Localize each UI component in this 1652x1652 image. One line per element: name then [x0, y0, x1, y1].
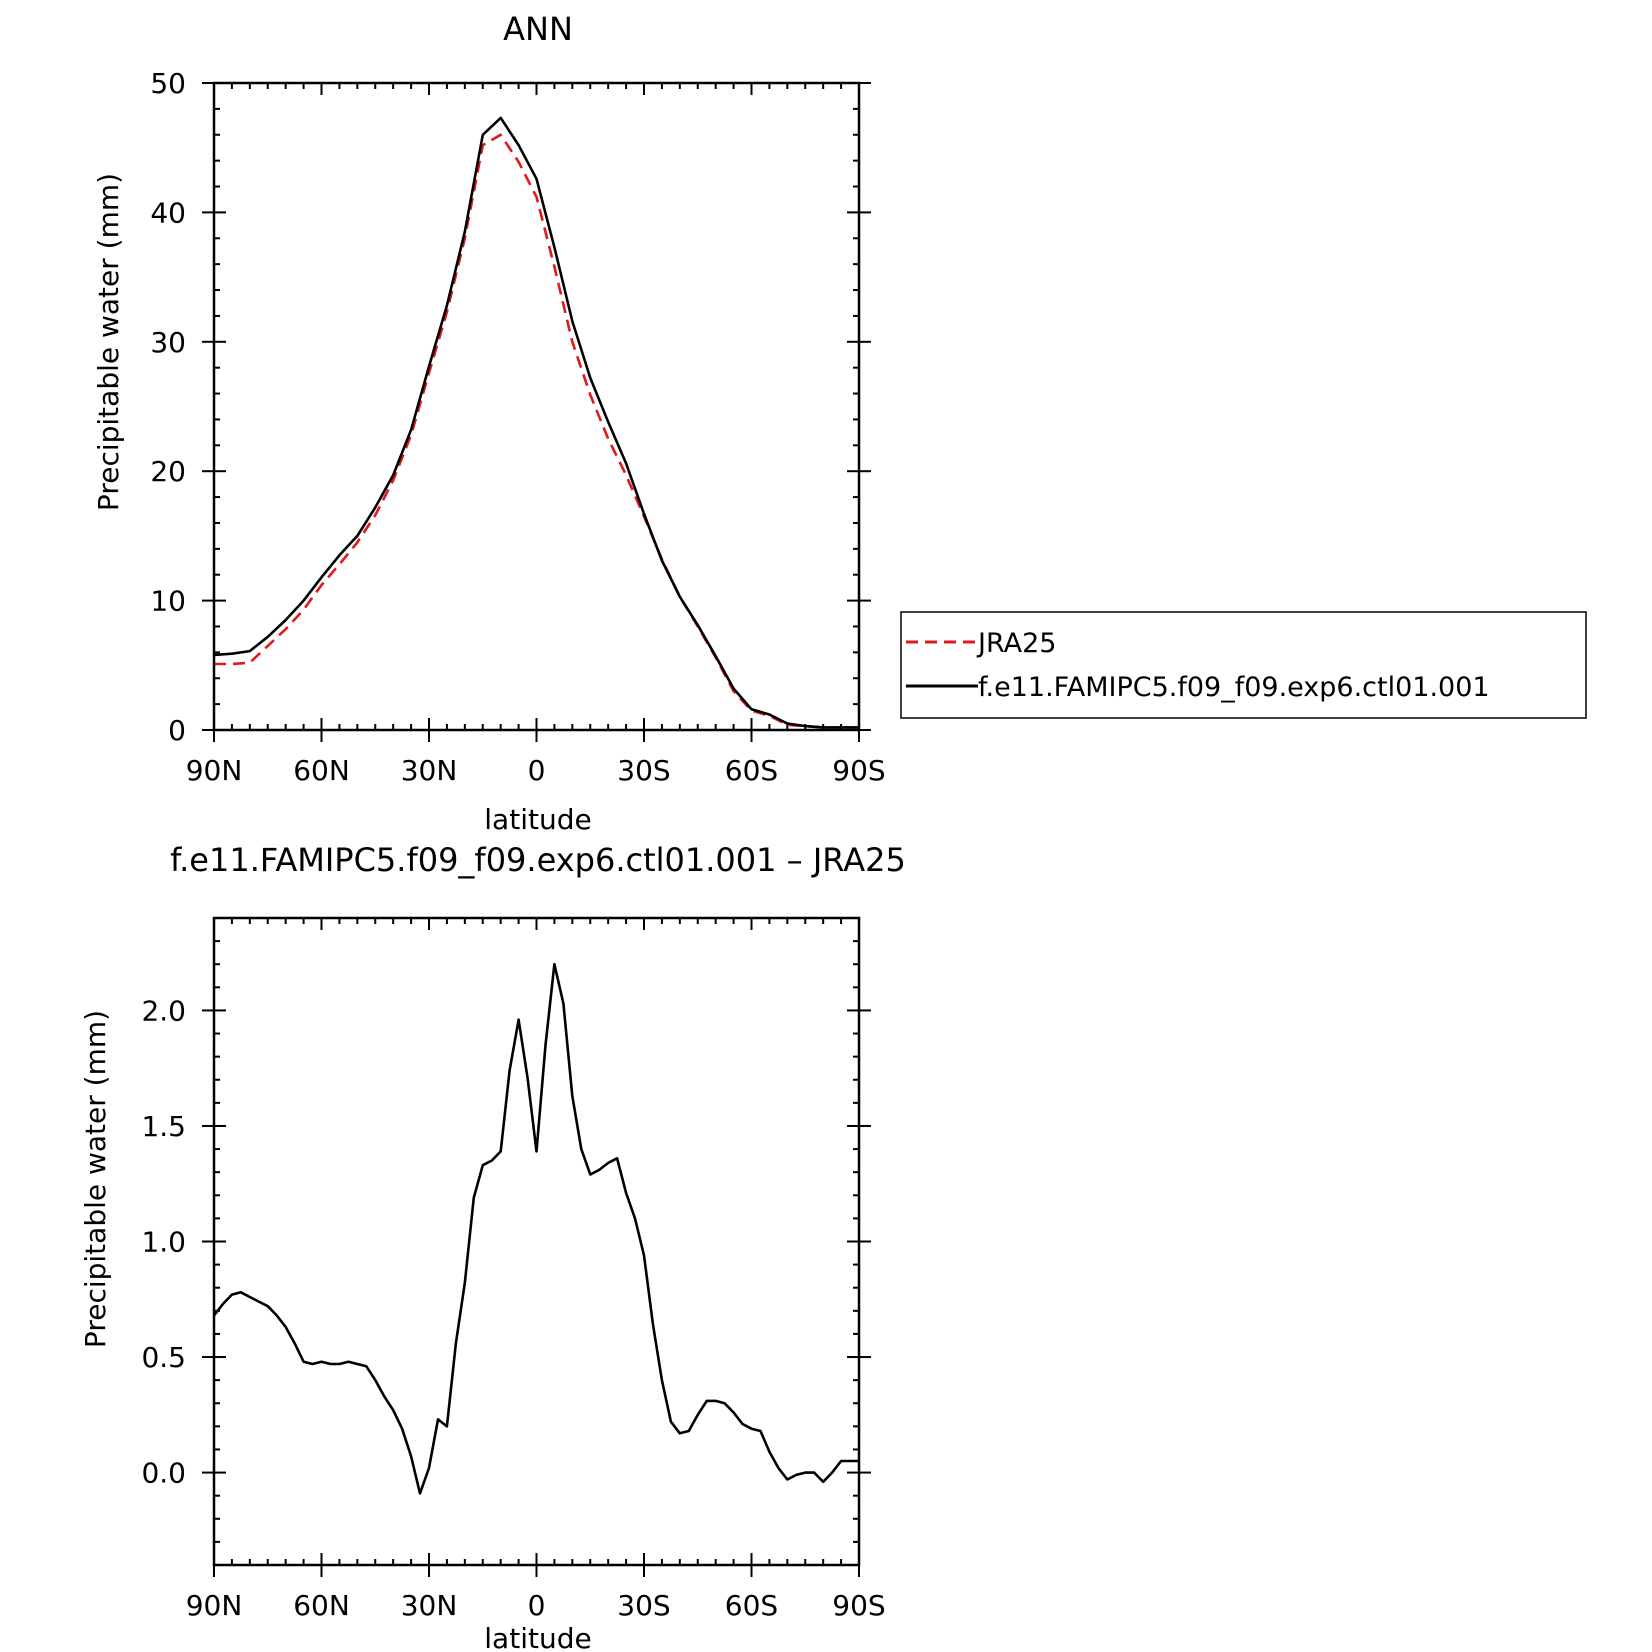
lower-series-line-0	[212, 962, 859, 1495]
upper-x-tick-label: 90S	[832, 754, 885, 787]
upper-y-tick-label: 20	[150, 455, 186, 488]
upper-x-tick-label: 60S	[725, 754, 778, 787]
lower-y-tick-label: 2.0	[141, 994, 186, 1027]
lower-x-tick-label: 90S	[832, 1589, 885, 1622]
upper-series	[213, 116, 859, 729]
lower-x-tick-label: 30S	[617, 1589, 670, 1622]
lower-series	[212, 962, 859, 1495]
upper-plot-frame	[212, 81, 861, 732]
lower-x-tick-label: 30N	[401, 1589, 458, 1622]
lower-plot-frame	[212, 916, 861, 1567]
lower-y-axis-title: Precipitable water (mm)	[79, 1010, 112, 1348]
lower-y-tick-label: 1.0	[141, 1226, 186, 1259]
upper-x-tick-label: 90N	[186, 754, 243, 787]
lower-x-tick-label: 0	[528, 1589, 546, 1622]
upper-panel: ANN latitude Precipitable water (mm) 90N…	[92, 10, 886, 836]
legend-label-model: f.e11.FAMIPC5.f09_f09.exp6.ctl01.001	[978, 672, 1490, 703]
lower-panel: f.e11.FAMIPC5.f09_f09.exp6.ctl01.001 – J…	[79, 841, 906, 1652]
upper-y-tick-label: 50	[150, 67, 186, 100]
upper-y-tick-label: 10	[150, 585, 186, 618]
upper-tick-labels: 90N 60N 30N 0 30S 60S 90S 0 10 20 30 40 50	[150, 67, 885, 787]
upper-x-axis-title: latitude	[484, 803, 591, 836]
upper-x-tick-label: 30S	[617, 754, 670, 787]
upper-plot-title: ANN	[503, 10, 573, 48]
upper-x-tick-label: 30N	[401, 754, 458, 787]
upper-series-line-1	[213, 116, 859, 729]
upper-series-line-0	[214, 133, 859, 729]
lower-tick-labels: 90N 60N 30N 0 30S 60S 90S 0.0 0.5 1.0 1.5 2.0	[141, 994, 885, 1622]
legend-box	[900, 611, 1587, 719]
lower-x-axis-title: latitude	[484, 1622, 591, 1652]
lower-x-tick-label: 60N	[293, 1589, 350, 1622]
upper-x-tick-label: 0	[528, 754, 546, 787]
legend-label-jra25: JRA25	[976, 628, 1056, 659]
legend: JRA25 f.e11.FAMIPC5.f09_f09.exp6.ctl01.0…	[900, 611, 1587, 719]
upper-y-axis-title: Precipitable water (mm)	[92, 173, 125, 511]
lower-ticks	[202, 917, 871, 1577]
lower-y-tick-label: 0.0	[141, 1457, 186, 1490]
lower-y-tick-label: 0.5	[141, 1341, 186, 1374]
lower-plot-title: f.e11.FAMIPC5.f09_f09.exp6.ctl01.001 – J…	[170, 841, 906, 879]
lower-y-tick-label: 1.5	[141, 1110, 186, 1143]
upper-x-tick-label: 60N	[293, 754, 350, 787]
upper-y-tick-label: 40	[150, 196, 186, 229]
upper-y-tick-label: 30	[150, 326, 186, 359]
lower-x-tick-label: 90N	[186, 1589, 243, 1622]
lower-x-tick-label: 60S	[725, 1589, 778, 1622]
upper-y-tick-label: 0	[168, 714, 186, 747]
